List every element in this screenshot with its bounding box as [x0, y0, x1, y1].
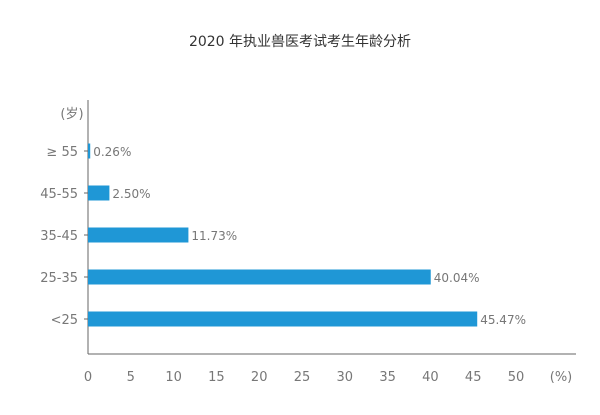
x-tick-label: 25 [294, 370, 311, 385]
x-tick-label: 5 [127, 370, 135, 385]
x-tick-label: 45 [465, 370, 482, 385]
chart-title: 2020 年执业兽医考试考生年龄分析 [189, 34, 411, 50]
x-tick-label: 30 [337, 370, 354, 385]
bar [88, 185, 110, 201]
y-tick-label: ≥ 55 [46, 145, 78, 160]
x-tick-label: 15 [208, 370, 225, 385]
x-tick-label: 0 [84, 370, 92, 385]
bar [88, 143, 91, 159]
x-tick-label: 40 [422, 370, 439, 385]
x-tick-label: 50 [508, 370, 525, 385]
y-tick-label: 45-55 [40, 187, 78, 202]
x-tick-label: 20 [251, 370, 268, 385]
x-unit-label: (%) [550, 370, 573, 385]
bar [88, 269, 431, 285]
data-label: 45.47% [480, 313, 526, 327]
x-tick-label: 10 [165, 370, 182, 385]
bar [88, 311, 478, 327]
y-unit-label: (岁) [60, 107, 83, 122]
y-tick-label: 25-35 [40, 271, 78, 286]
x-tick-label: 35 [379, 370, 396, 385]
data-label: 0.26% [93, 145, 131, 159]
data-label: 40.04% [434, 271, 480, 285]
y-tick-label: 35-45 [40, 229, 78, 244]
data-label: 2.50% [112, 187, 150, 201]
y-tick-label: <25 [51, 313, 78, 328]
bar [88, 227, 189, 243]
data-label: 11.73% [191, 229, 237, 243]
